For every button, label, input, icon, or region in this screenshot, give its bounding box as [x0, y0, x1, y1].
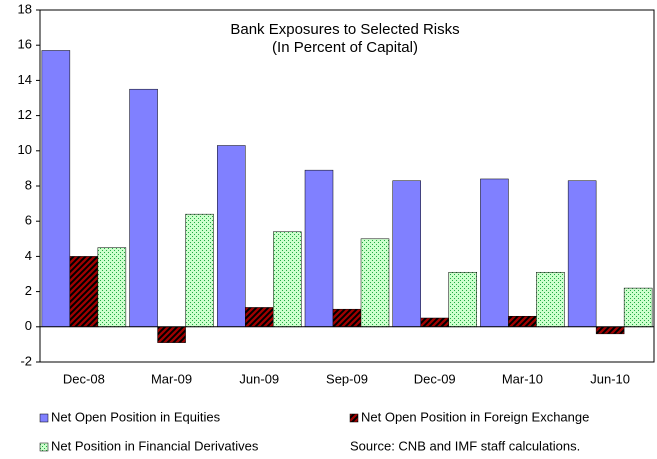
bar: [304, 169, 334, 328]
x-tick-label: Jun-09: [239, 371, 279, 386]
bar: [536, 271, 565, 328]
legend-label: Net Open Position in Equities: [51, 409, 221, 424]
legend-label: Net Position in Financial Derivatives: [51, 438, 259, 453]
bar: [273, 231, 302, 328]
bar: [480, 178, 509, 328]
bar: [69, 256, 99, 328]
legend-swatch: [39, 442, 49, 452]
source-note: Source: CNB and IMF staff calculations.: [350, 438, 580, 453]
x-tick-label: Mar-09: [151, 371, 192, 386]
x-tick-label: Dec-09: [414, 371, 456, 386]
x-tick-label: Sep-09: [326, 371, 368, 386]
x-tick-label: Mar-10: [502, 371, 543, 386]
bar: [332, 308, 362, 328]
y-tick-label: 6: [25, 213, 32, 228]
bar: [508, 315, 537, 328]
legend-swatch: [39, 413, 49, 423]
x-tick-label: Jun-10: [590, 371, 630, 386]
bar: [448, 271, 477, 328]
bar: [567, 180, 597, 328]
bar: [41, 50, 71, 328]
y-tick-label: 8: [25, 177, 32, 192]
bar: [97, 247, 127, 328]
y-tick-label: 18: [18, 1, 32, 16]
bar: [595, 326, 625, 335]
bar: [129, 88, 158, 328]
chart-title: Bank Exposures to Selected Risks: [230, 21, 459, 38]
bar: [185, 213, 214, 328]
x-tick-label: Dec-08: [63, 371, 105, 386]
y-tick-label: 14: [18, 72, 32, 87]
y-tick-label: 12: [18, 107, 32, 122]
bar: [157, 326, 186, 343]
bar: [420, 317, 449, 328]
y-tick-label: 0: [25, 318, 32, 333]
bar: [623, 287, 653, 328]
legend-swatch: [349, 413, 359, 423]
y-tick-label: 10: [18, 142, 32, 157]
bar: [360, 238, 390, 328]
bar: [217, 145, 246, 328]
y-tick-label: -2: [20, 353, 32, 368]
bar: [392, 180, 421, 328]
y-tick-label: 16: [18, 37, 32, 52]
y-tick-label: 4: [25, 248, 32, 263]
legend-label: Net Open Position in Foreign Exchange: [361, 409, 589, 424]
bar: [245, 307, 274, 328]
y-tick-label: 2: [25, 283, 32, 298]
chart-subtitle: (In Percent of Capital): [272, 39, 418, 56]
